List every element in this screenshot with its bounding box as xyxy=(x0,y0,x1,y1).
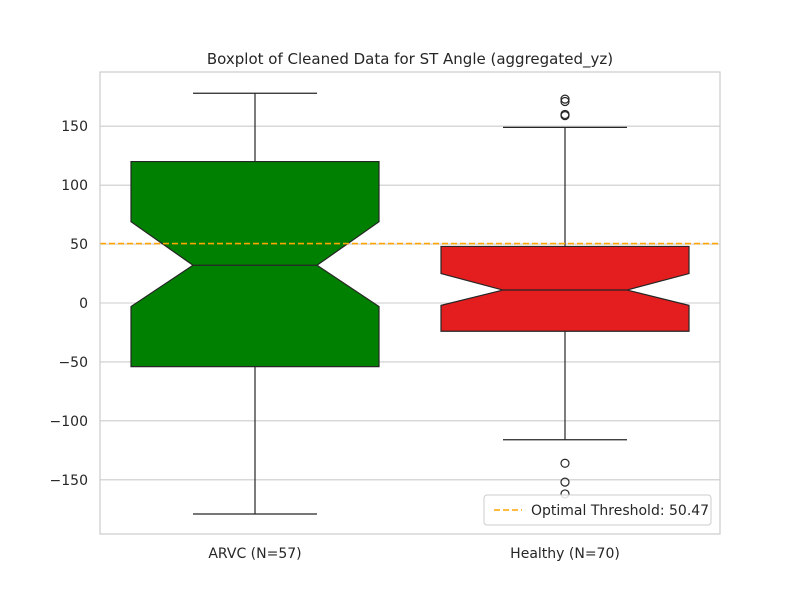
plot-frame xyxy=(99,71,721,535)
chart-title: Boxplot of Cleaned Data for ST Angle (ag… xyxy=(207,50,613,69)
axis-layer: −150 −100 −50 0 50 100 150 ARVC (N=57) Healthy (… xyxy=(50,119,620,562)
outlier-point xyxy=(560,477,570,487)
box-0 xyxy=(130,92,380,515)
y-tick-label: −50 xyxy=(58,355,88,371)
outlier-point xyxy=(560,94,570,104)
legend-label: Optimal Threshold: 50.47 xyxy=(531,503,709,519)
y-tick-label: 0 xyxy=(79,296,88,312)
box-body xyxy=(440,245,690,332)
outlier-point xyxy=(560,458,570,468)
y-tick-label: −150 xyxy=(50,473,88,489)
y-tick-label: 50 xyxy=(70,237,88,253)
box-body xyxy=(130,160,380,368)
box-1 xyxy=(440,94,690,499)
outlier-point xyxy=(560,96,570,107)
y-tick-label: −100 xyxy=(50,414,88,430)
y-tick-label: 150 xyxy=(61,119,88,135)
boxes-layer xyxy=(130,92,690,515)
y-tick-label: 100 xyxy=(61,178,88,194)
x-tick-label: Healthy (N=70) xyxy=(510,546,620,562)
x-tick-label: ARVC (N=57) xyxy=(208,546,301,562)
outlier-point xyxy=(560,109,570,120)
legend: Optimal Threshold: 50.47 xyxy=(483,494,712,526)
legend-box xyxy=(483,494,712,526)
